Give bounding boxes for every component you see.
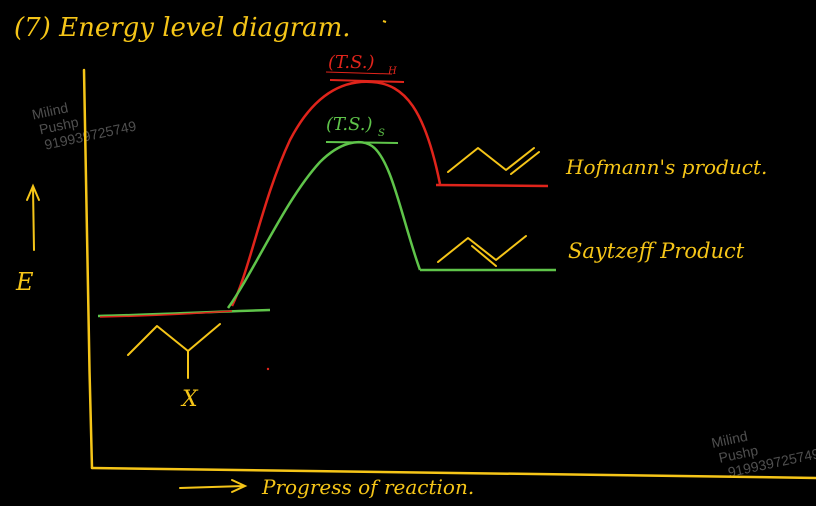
saytzeff-product-structure-icon (437, 235, 527, 267)
stray-mark (266, 367, 270, 371)
reactant-structure-icon (127, 323, 221, 379)
hofmann-product-level (435, 183, 549, 188)
saytzeff-energy-curve (226, 141, 422, 309)
x-axis (90, 466, 816, 480)
energy-arrow-icon (26, 183, 40, 251)
saytzeff-ts-line (325, 141, 399, 144)
x-axis-label: Progress of reaction. (261, 475, 474, 499)
watermark-name-1b: Milind (710, 428, 749, 451)
hofmann-product-label: Hofmann's product. (565, 155, 767, 179)
reactant-level-line (97, 308, 271, 318)
hofmann-product-structure-icon (447, 147, 540, 175)
y-axis (82, 68, 94, 470)
watermark-name-1: Milind (30, 99, 69, 122)
y-axis-label: E (15, 268, 34, 296)
saytzeff-product-label: Saytzeff Product (568, 239, 745, 263)
ts-hofmann-label: (T.S.) (328, 52, 375, 73)
hofmann-energy-curve (230, 80, 442, 307)
ts-saytzeff-subscript: S (378, 128, 385, 139)
progress-arrow-icon (179, 479, 248, 493)
watermark-bottom: Milind Pushp 919939725749 (710, 428, 816, 480)
ts-saytzeff-label: (T.S.) (326, 114, 373, 135)
title-underline-dot (382, 20, 387, 23)
hofmann-ts-line (329, 79, 405, 83)
ts-hofmann-underline (325, 71, 393, 75)
reactant-leaving-group: X (180, 387, 199, 412)
ts-hofmann-subscript: H (387, 66, 397, 77)
reactant-level-red-trace (99, 310, 233, 318)
diagram-title: (7) Energy level diagram. (14, 13, 351, 43)
